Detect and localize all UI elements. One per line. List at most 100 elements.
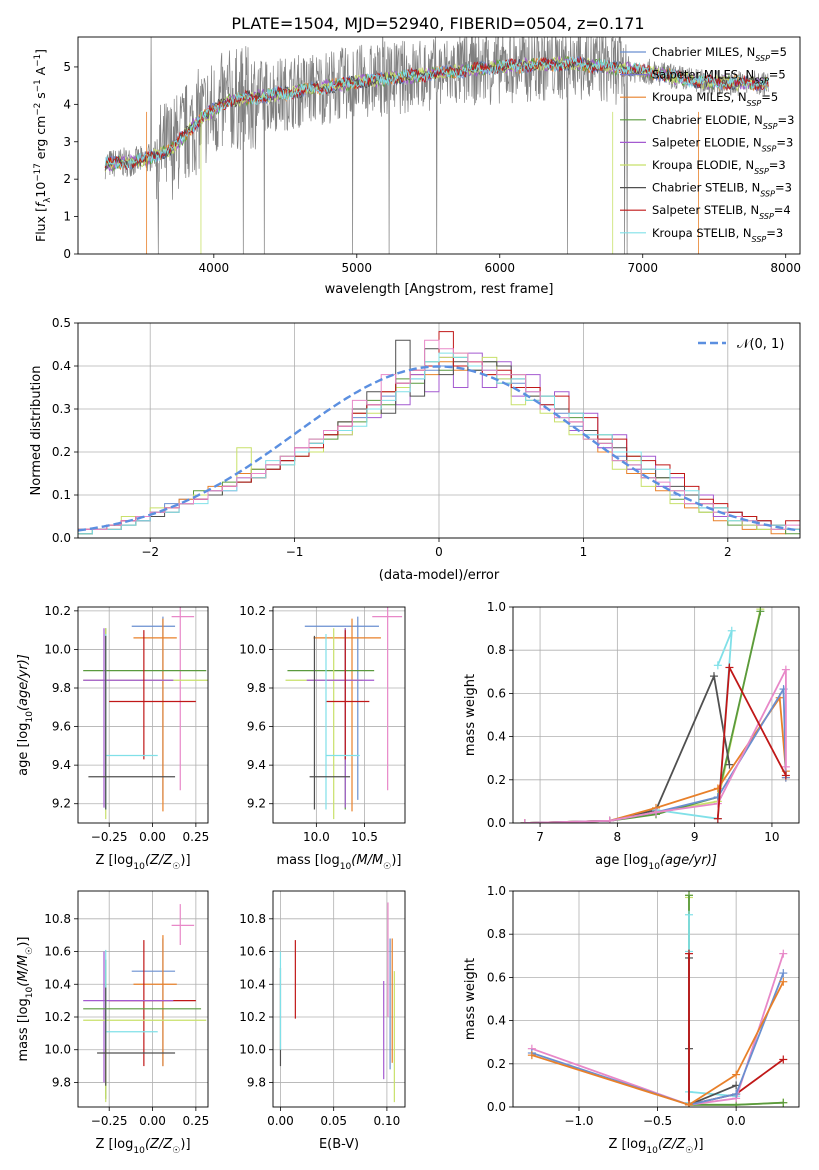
y-tick-label: 10.0 xyxy=(44,1043,71,1057)
y-tick-label: 10.6 xyxy=(44,945,71,959)
y-tick-label: 0.0 xyxy=(52,531,71,545)
y-axis-label-part: A xyxy=(33,66,48,79)
y-tick-label: 0.4 xyxy=(487,730,506,744)
y-tick-label: 0.4 xyxy=(487,1014,506,1028)
y-tick-label: 5 xyxy=(63,60,71,74)
legend-label: Chabrier MILES, NSSP=5 xyxy=(652,45,787,63)
legend-label-sub: SSP xyxy=(762,144,777,153)
y-tick-label: 0 xyxy=(63,247,71,261)
legend-label: Kroupa ELODIE, NSSP=3 xyxy=(652,158,786,176)
legend-label: Salpeter ELODIE, NSSP=3 xyxy=(652,135,793,153)
massweight_vs_age-plot-area xyxy=(520,607,790,823)
x-tick-label: 1 xyxy=(580,545,588,559)
series-line-km xyxy=(524,695,787,823)
x-axis-label-part: )] xyxy=(391,853,401,868)
series-line-pink xyxy=(531,953,785,1106)
x-tick-label: 2 xyxy=(724,545,732,559)
legend-label-name: Salpeter STELIB, N xyxy=(652,203,759,217)
x-tick-label: −2 xyxy=(141,545,159,559)
x-axis-label-part: )] xyxy=(693,1137,703,1152)
legend-label-n: =5 xyxy=(769,68,786,82)
x-axis-label-part: 10 xyxy=(646,1146,658,1156)
legend-label-sub: SSP xyxy=(760,189,775,198)
x-tick-label: −0.5 xyxy=(643,1114,672,1128)
x-tick-label: 10 xyxy=(764,830,779,844)
y-tick-label: 0.1 xyxy=(52,488,71,502)
legend-label-sub: SSP xyxy=(752,234,767,243)
x-axis-label-part: (age/yr)] xyxy=(660,853,717,868)
y-tick-label: 10.0 xyxy=(239,1043,266,1057)
spectrum-plot-area xyxy=(104,37,769,254)
axes-frame xyxy=(77,606,209,824)
legend-label-sub: SSP xyxy=(754,76,769,85)
y-tick-label: 0.8 xyxy=(487,643,506,657)
y-axis-label-part: 10 xyxy=(33,182,48,198)
y-tick-label: 0.0 xyxy=(487,1100,506,1114)
x-axis-label-part: (Z/Z xyxy=(145,1137,173,1152)
y-axis-label-part: 10 xyxy=(25,987,35,999)
legend-label-name: Chabrier MILES, N xyxy=(652,45,755,59)
x-axis-label-part: (Z/Z xyxy=(658,1137,686,1152)
x-axis-label-part: 10 xyxy=(340,862,352,872)
x-tick-label: 0.00 xyxy=(139,830,166,844)
x-axis-label-part: ☉ xyxy=(383,862,391,872)
y-tick-label: 9.8 xyxy=(247,681,266,695)
y-tick-label: 3 xyxy=(63,135,71,149)
y-tick-label: 4 xyxy=(63,97,71,111)
x-tick-label: 0.25 xyxy=(183,1114,210,1128)
y-tick-label: 9.4 xyxy=(247,758,266,772)
y-axis-label-part: f xyxy=(33,201,48,207)
y-axis-label-part: ☉ xyxy=(25,947,35,955)
x-axis-label-part: 10 xyxy=(648,862,660,872)
mass_vs_z-plot-area xyxy=(83,904,207,1103)
x-tick-label: −0.25 xyxy=(91,1114,128,1128)
y-tick-label: 9.8 xyxy=(52,1075,71,1089)
axes-frame xyxy=(512,890,800,1108)
legend-label-name: Kroupa MILES, N xyxy=(652,90,747,104)
y-tick-label: 1.0 xyxy=(487,884,506,898)
series-line-cm xyxy=(531,972,785,1106)
y-tick-label: 9.8 xyxy=(52,681,71,695)
x-tick-label: 0.10 xyxy=(374,1114,401,1128)
x-axis-label-part: (M/M xyxy=(351,853,383,868)
x-axis-label: Z [log10(Z/Z☉)] xyxy=(95,1137,190,1156)
axes-frame xyxy=(77,322,801,539)
x-tick-label: 0.00 xyxy=(267,1114,294,1128)
mass_vs_ebv-panel: 0.00 0.05 0.10 9.8 10.0 10.2 10.4 10.6 10.8 E(B-V… xyxy=(239,890,406,1152)
x-axis-label-part: )] xyxy=(180,1137,190,1152)
x-tick-label: 8000 xyxy=(770,261,801,275)
legend-label: Salpeter MILES, NSSP=5 xyxy=(652,68,786,86)
y-tick-label: 10.2 xyxy=(44,604,71,618)
mass_vs_z-panel: −0.25 0.00 0.25 9.8 10.0 10.2 10.4 10.6 10.8 Z [l… xyxy=(16,890,210,1156)
y-tick-label: 10.0 xyxy=(44,642,71,656)
y-tick-label: 10.2 xyxy=(239,604,266,618)
y-axis-label-part: age [log xyxy=(16,723,31,776)
axes-frame xyxy=(77,36,801,255)
legend-label: 𝒩(0, 1) xyxy=(737,337,784,352)
legend-label-name: Salpeter ELODIE, N xyxy=(652,135,762,149)
y-axis-label-part: )] xyxy=(16,937,31,947)
y-axis-label: mass [log10(M/M☉)] xyxy=(16,937,35,1062)
y-axis-label-part: Flux [ xyxy=(33,207,48,242)
y-tick-label: 0.2 xyxy=(487,773,506,787)
y-tick-label: 0.4 xyxy=(52,359,71,373)
figure-title: PLATE=1504, MJD=52940, FIBERID=0504, z=0… xyxy=(231,14,644,33)
y-axis-label-part: −1 xyxy=(33,54,43,67)
x-axis-label: mass [log10(M/M☉)] xyxy=(277,853,402,872)
y-tick-label: 10.2 xyxy=(44,1010,71,1024)
y-tick-label: 0.5 xyxy=(52,316,71,330)
massweight_vs_z-panel: −1.0 −0.5 0.0 0.0 0.2 0.4 0.6 0.8 1.0 Z [log10(Z/… xyxy=(463,884,800,1156)
y-axis-label: Flux [fλ10−17 erg cm−2 s−1 A−1] xyxy=(33,49,53,242)
age_vs_mass-panel: 10.0 10.5 9.2 9.4 9.6 9.8 10.0 10.2 mass [log10(… xyxy=(239,604,406,872)
legend-label-n: =4 xyxy=(774,203,791,217)
x-tick-label: 0.0 xyxy=(727,1114,746,1128)
legend-label-n: =3 xyxy=(769,158,786,172)
y-tick-label: 0.2 xyxy=(487,1057,506,1071)
legend-label: Kroupa MILES, NSSP=5 xyxy=(652,90,778,108)
age_vs_z-panel: −0.25 0.00 0.259.29.49.69.810.010.2Z [log1… xyxy=(16,604,209,872)
y-tick-label: 0.0 xyxy=(487,816,506,830)
x-axis-label-part: ☉ xyxy=(172,862,180,872)
y-tick-label: 10.4 xyxy=(239,977,266,991)
y-axis-label: mass weight xyxy=(463,674,478,756)
